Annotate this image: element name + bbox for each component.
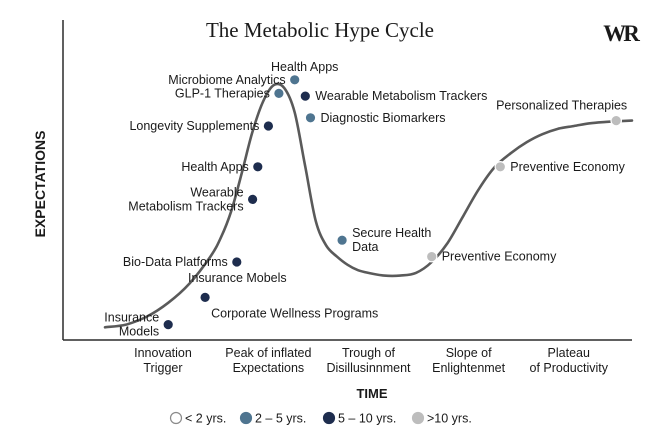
point-preventive-economy-slope [494,161,507,173]
label-corporate-wellness-programs: Corporate Wellness Programs [211,306,378,320]
label-wearable-metabolism-trackers-rise: Metabolism Trackers [128,199,243,213]
label-health-apps-rise: Health Apps [181,160,248,174]
point-longevity-supplements [262,120,275,132]
label-health-apps-peak: Health Apps [271,60,338,74]
point-preventive-economy-trough [425,250,438,263]
y-axis-label: EXPECTATIONS [32,131,48,238]
hype-curve [103,82,634,329]
label-longevity-supplements: Longevity Supplements [129,119,259,133]
point-health-apps-rise [251,161,264,173]
label-wearable-metabolism-trackers-peak: Wearable Metabolism Trackers [315,89,487,103]
point-insurance-mobels [199,291,211,304]
phase-label: Plateau [548,346,590,360]
x-axis-label: TIME [356,386,387,401]
chart-title: The Metabolic Hype Cycle [206,18,434,42]
legend-label-lt2: < 2 yrs. [185,412,226,426]
legend-swatch-y5to10 [322,411,336,425]
phase-label: Disillusinnment [326,361,411,375]
label-insurance-models: Insurance [104,311,159,325]
phase-label: Enlightenmet [432,361,505,375]
legend-label-y5to10: 5 – 10 yrs. [338,412,396,426]
phase-label: Trigger [143,361,182,375]
label-diagnostic-biomarkers: Diagnostic Biomarkers [321,111,446,125]
phase-label: Expectations [233,361,305,375]
phase-label: of Productivity [530,361,609,375]
legend-label-gt10: >10 yrs. [427,412,472,426]
point-secure-health-data [336,234,348,246]
label-bio-data-platforms: Bio-Data Platforms [123,255,228,269]
point-wearable-metabolism-trackers-peak [299,90,312,102]
legend-swatch-lt2 [169,411,183,425]
wr-logo: WR [603,21,640,46]
point-insurance-models [162,318,174,331]
phase-label: Slope of [446,346,492,360]
label-preventive-economy-trough: Preventive Economy [442,250,557,264]
label-glp-1-therapies: GLP-1 Therapies [175,86,270,100]
label-preventive-economy-slope: Preventive Economy [510,160,625,174]
point-personalized-therapies [610,114,622,127]
label-personalized-therapies: Personalized Therapies [496,99,627,113]
phase-label: Trough of [342,346,396,360]
label-insurance-mobels: Insurance Mobels [188,271,287,285]
label-secure-health-data: Data [352,240,378,254]
label-secure-health-data: Secure Health [352,226,431,240]
label-wearable-metabolism-trackers-rise: Wearable [190,185,243,199]
point-health-apps-peak [288,74,301,86]
point-glp-1-therapies [273,87,285,100]
point-bio-data-platforms [231,256,243,268]
point-diagnostic-biomarkers [304,112,317,124]
legend-swatch-gt10 [411,411,425,425]
label-microbiome-analytics: Microbiome Analytics [168,73,285,87]
legend-swatch-y2to5 [239,411,253,425]
phase-label: Innovation [134,346,192,360]
point-wearable-metabolism-trackers-rise [246,193,259,206]
label-insurance-models: Models [119,325,159,339]
legend-label-y2to5: 2 – 5 yrs. [255,412,306,426]
phase-label: Peak of inflated [225,346,311,360]
